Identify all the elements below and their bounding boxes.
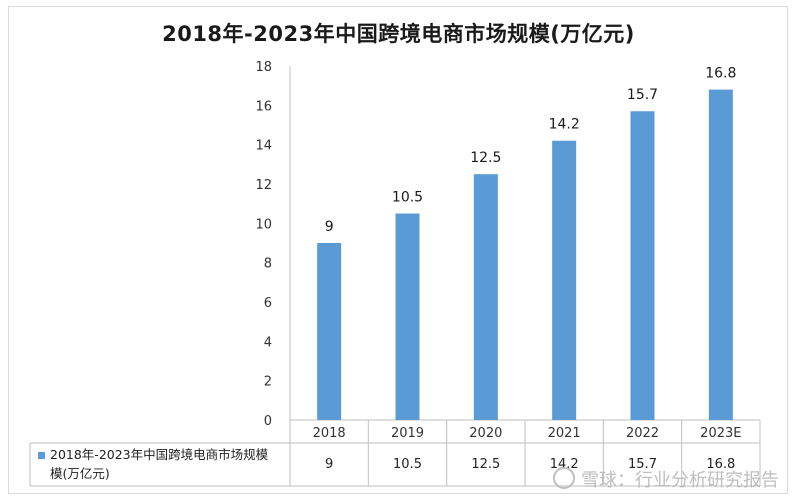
data-label: 14.2 bbox=[549, 117, 580, 133]
table-cell-value: 15.7 bbox=[628, 457, 657, 472]
watermark: 雪球：行业分析研究报告 bbox=[553, 466, 779, 492]
x-tick-label: 2018 bbox=[313, 426, 346, 441]
x-tick-label: 2019 bbox=[391, 426, 424, 441]
bar bbox=[630, 111, 655, 420]
x-tick-label: 2021 bbox=[548, 426, 581, 441]
table-cell-value: 16.8 bbox=[706, 457, 735, 472]
data-label: 12.5 bbox=[470, 150, 501, 166]
chart-frame bbox=[8, 6, 788, 494]
snowball-icon bbox=[553, 467, 575, 489]
y-tick-label: 8 bbox=[264, 257, 272, 272]
x-tick-label: 2020 bbox=[469, 426, 502, 441]
y-tick-label: 10 bbox=[255, 217, 272, 232]
legend-swatch bbox=[38, 452, 45, 459]
data-label: 10.5 bbox=[392, 190, 423, 206]
chart-title: 2018年-2023年中国跨境电商市场规模(万亿元) bbox=[162, 22, 635, 46]
x-tick-label: 2022 bbox=[626, 426, 659, 441]
bar bbox=[552, 140, 577, 420]
table-cell-value: 12.5 bbox=[471, 457, 500, 472]
watermark-text: 雪球：行业分析研究报告 bbox=[581, 470, 779, 491]
y-tick-label: 14 bbox=[255, 139, 272, 154]
y-tick-label: 18 bbox=[255, 60, 272, 75]
legend-label-line2: 模(万亿元) bbox=[50, 466, 110, 481]
data-label: 9 bbox=[325, 219, 334, 235]
y-tick-label: 6 bbox=[264, 296, 272, 311]
bar bbox=[317, 243, 342, 420]
y-tick-label: 4 bbox=[264, 335, 272, 350]
y-tick-label: 2 bbox=[264, 375, 272, 390]
table-cell-value: 10.5 bbox=[393, 457, 422, 472]
y-tick-label: 12 bbox=[255, 178, 272, 193]
legend-label-line1: 2018年-2023年中国跨境电商市场规模 bbox=[50, 447, 269, 462]
data-label: 15.7 bbox=[627, 87, 658, 103]
table-cell-value: 9 bbox=[325, 457, 333, 472]
data-label: 16.8 bbox=[705, 66, 736, 82]
bar bbox=[708, 89, 733, 420]
y-tick-label: 0 bbox=[264, 414, 272, 429]
y-tick-label: 16 bbox=[255, 99, 272, 114]
x-tick-label: 2023E bbox=[700, 426, 741, 441]
bar bbox=[473, 174, 498, 420]
bar bbox=[395, 213, 420, 420]
